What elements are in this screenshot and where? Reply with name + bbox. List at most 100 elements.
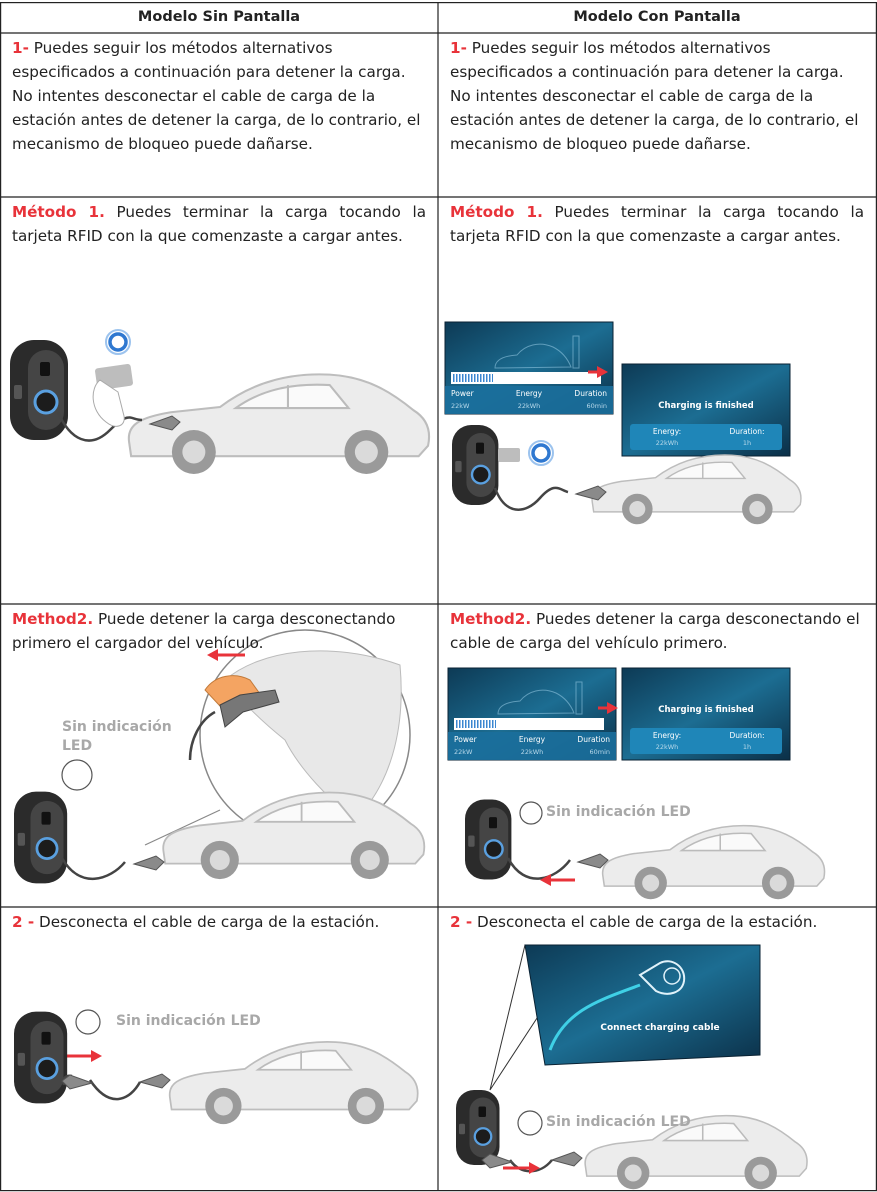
cell-text: Method2. Puedes detener la carga descone… [450,607,864,655]
led-note: Sin indicación LED [62,719,172,754]
plug [576,853,609,869]
cell-text: 2 - Desconecta el cable de carga de la e… [12,910,426,934]
screen-text: 22kWh [521,748,544,756]
plug [61,1074,94,1090]
charger [456,1088,501,1167]
step-text: Puedes terminar la carga tocando la tarj… [450,203,864,245]
cell-text: Method2. Puede detener la carga desconec… [12,607,426,655]
arrow-head [607,702,618,714]
screen-text: Charging is finished [658,401,753,411]
charger [10,340,70,440]
cable [493,486,569,511]
step-text: Puedes detener la carga desconectando el… [450,610,860,652]
step-text: Puede detener la carga desconectando pri… [12,610,396,652]
arrow-head [207,649,218,661]
led-indicator [75,1009,101,1035]
screen-band [445,386,613,414]
screen-text: 22kWh [518,402,541,410]
cell-text: Método 1. Puedes terminar la carga tocan… [450,200,864,248]
screen-text: Duration [577,735,610,744]
screen-text: Energy [519,735,546,744]
plug [574,485,607,501]
screen [524,944,761,1066]
screen-text: Duration: [729,427,764,436]
hand [92,379,125,427]
screen-plug [638,960,686,995]
cable [506,857,571,880]
step-text: Puedes seguir los métodos alternativos e… [12,39,421,153]
plug-detail [219,689,280,728]
step-label: Método 1. [12,203,105,221]
screen-text: Connect charging cable [600,1023,719,1033]
screen-text: Energy [516,389,543,398]
step-label: Method2. [12,610,94,628]
screen-band [630,728,782,754]
screen-band [448,732,616,760]
screen-band [630,424,782,450]
led-indicator [517,1110,543,1136]
screen-text: Power [451,389,475,398]
screen-text: Power [454,735,478,744]
progress-fill [453,374,493,382]
screen-car [497,689,575,715]
progress-fill [456,720,496,728]
plug [148,415,181,431]
plug [132,855,165,871]
arrow-head [597,366,608,378]
screen-post [575,681,583,715]
plug [138,1073,171,1089]
cable [188,710,216,761]
rfid-ring [108,332,128,352]
screen-text: Energy: [653,731,681,740]
plug [550,1151,583,1167]
screen-post [572,335,580,369]
rfid-ring [531,443,551,463]
screen-text: 22kWh [656,743,679,751]
step-label: Método 1. [450,203,543,221]
step-label: 2 - [450,913,473,931]
step-label: 1- [12,39,29,57]
arrow-head [540,874,551,886]
screen-text: Duration: [729,731,764,740]
screen-text: Duration [574,389,607,398]
arrow-head [91,1050,102,1062]
charger [465,798,513,881]
plug [481,1153,514,1169]
led-note: Sin indicación LED [546,1114,691,1130]
led-note: Sin indicación LED [546,804,691,820]
screen-text: Charging is finished [658,705,753,715]
step-label: Method2. [450,610,532,628]
cable [56,411,143,442]
screen-car [494,343,572,369]
charger [14,1010,69,1105]
led-indicator [519,801,543,825]
step-text: Desconecta el cable de carga de la estac… [477,913,818,931]
screen-text: Energy: [653,427,681,436]
step-text: Puedes seguir los métodos alternativos e… [450,39,859,153]
led-indicator [61,759,93,791]
cell-text: 2 - Desconecta el cable de carga de la e… [450,910,864,934]
cable [60,857,126,880]
screen-text: 22kW [454,748,473,756]
led-note: Sin indicación LED [116,1013,261,1029]
screen-text: 60min [589,748,610,756]
step-label: 1- [450,39,467,57]
screen-text: 22kWh [656,439,679,447]
screen-text: 22kW [451,402,470,410]
step-label: 2 - [12,913,35,931]
car [601,824,826,900]
magnifier-link [144,809,221,846]
column-header: Modelo Sin Pantalla [137,9,301,25]
car [590,453,803,525]
screen-cable [548,983,641,1051]
screen-text: 1h [743,439,751,447]
charger [452,423,500,507]
screen-text: 60min [586,402,607,410]
step-text: Puedes terminar la carga tocando la tarj… [12,203,426,245]
cell-text: Método 1. Puedes terminar la carga tocan… [12,200,426,248]
screen-text: 1h [743,743,751,751]
cell-text: 1- Puedes seguir los métodos alternativo… [450,36,864,156]
